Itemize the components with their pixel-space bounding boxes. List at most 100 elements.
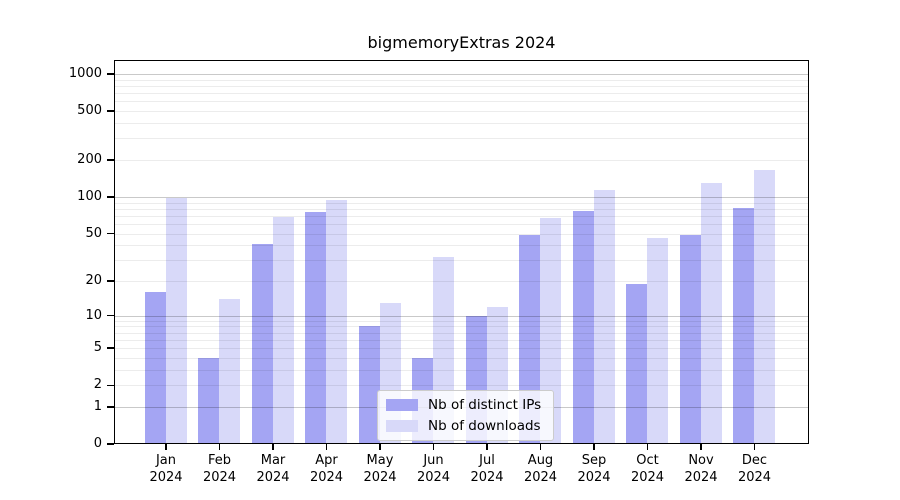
bar-downloads-mar — [272, 217, 294, 444]
bar-ips-feb — [198, 357, 219, 444]
bar-downloads-jan — [165, 198, 187, 444]
legend-item-downloads: Nb of downloads — [386, 418, 541, 434]
gridline-minor-60 — [114, 223, 809, 225]
x-tick-month-feb: Feb — [207, 453, 232, 468]
x-tick-label-aug: Aug 2024 — [509, 452, 573, 486]
bar-downloads-apr — [326, 199, 347, 444]
x-tick-year-may: 2024 — [363, 470, 397, 485]
y-tick-mark-10 — [107, 314, 114, 317]
y-tick-label-0: 0 — [93, 436, 102, 451]
x-tick-label-may: May 2024 — [348, 452, 412, 486]
gridline-major-1000 — [114, 74, 809, 75]
x-axis: Jan 2024 Feb 2024 Mar 2024 Apr 2024 May 2024 Jun 20… — [114, 60, 809, 485]
y-tick-label-1000: 1000 — [68, 66, 102, 81]
x-tick-year-oct: 2024 — [630, 470, 665, 485]
x-tick-year-jun: 2024 — [416, 470, 451, 485]
x-tick-label-mar: Mar 2024 — [241, 452, 305, 486]
gridline-minor-6 — [114, 339, 809, 341]
bar-ips-apr — [305, 212, 326, 444]
x-tick-year-apr: 2024 — [309, 470, 344, 485]
bar-downloads-oct — [647, 237, 668, 444]
x-tick-mark-may — [379, 444, 381, 450]
x-tick-year-mar: 2024 — [256, 470, 290, 485]
x-tick-label-jan: Jan 2024 — [134, 452, 198, 486]
bar-ips-jan — [144, 292, 166, 444]
legend: Nb of distinct IPs Nb of downloads — [377, 390, 555, 441]
legend-item-ips: Nb of distinct IPs — [386, 397, 541, 413]
y-tick-mark-500 — [107, 110, 114, 112]
gridline-minor-700 — [114, 93, 809, 95]
plot-area: 0 1 2 5 10 20 50 100 200 500 1000 Jan 2024 Feb 2024 Ma… — [69, 60, 809, 485]
x-tick-label-apr: Apr 2024 — [295, 452, 359, 486]
x-tick-month-nov: Nov — [688, 453, 714, 468]
x-tick-mark-jul — [486, 444, 488, 450]
x-tick-mark-feb — [218, 444, 221, 450]
x-tick-year-jan: 2024 — [149, 470, 183, 485]
y-tick-label-200: 200 — [77, 152, 102, 167]
y-tick-label-100: 100 — [77, 188, 102, 204]
bar-ips-dec — [733, 208, 754, 444]
y-tick-label-5: 5 — [93, 340, 102, 356]
y-tick-label-10: 10 — [85, 307, 102, 323]
x-tick-month-mar: Mar — [260, 453, 286, 468]
y-tick-mark-200 — [107, 159, 114, 161]
legend-label-downloads: Nb of downloads — [428, 418, 541, 434]
gridline-minor-200 — [114, 160, 809, 161]
x-tick-year-nov: 2024 — [684, 470, 718, 485]
gridline-minor-3 — [114, 369, 809, 371]
x-tick-month-aug: Aug — [527, 453, 554, 468]
x-tick-mark-jun — [432, 444, 435, 450]
y-tick-label-2: 2 — [93, 377, 102, 393]
gridline-minor-800 — [114, 86, 809, 87]
x-tick-mark-mar — [272, 444, 274, 450]
gridline-major-100 — [114, 196, 809, 198]
x-tick-label-jul: Jul 2024 — [455, 452, 519, 486]
y-axis: 0 1 2 5 10 20 50 100 200 500 1000 — [69, 60, 809, 451]
x-tick-year-feb: 2024 — [202, 470, 237, 485]
y-tick-label-1: 1 — [93, 398, 102, 414]
bar-downloads-dec — [754, 169, 775, 444]
x-tick-month-oct: Oct — [636, 453, 659, 468]
y-tick-mark-20 — [107, 280, 114, 282]
gridline-major-10 — [114, 315, 809, 317]
x-tick-mark-jan — [165, 444, 167, 450]
gridline-minor-70 — [114, 215, 809, 217]
gridline-minor-20 — [114, 281, 809, 282]
x-tick-month-sep: Sep — [581, 453, 607, 468]
x-tick-mark-oct — [646, 444, 649, 450]
x-tick-label-nov: Nov 2024 — [669, 452, 733, 486]
x-tick-year-jul: 2024 — [470, 470, 504, 485]
legend-swatch-ips — [386, 399, 418, 411]
x-tick-mark-aug — [539, 444, 542, 450]
y-tick-mark-100 — [107, 196, 114, 198]
x-tick-label-feb: Feb 2024 — [188, 452, 252, 486]
y-tick-mark-50 — [107, 232, 114, 235]
x-tick-month-apr: Apr — [315, 453, 338, 468]
gridline-minor-900 — [114, 79, 809, 81]
x-tick-month-jan: Jan — [155, 453, 177, 468]
gridline-minor-7 — [114, 332, 809, 334]
gridline-minor-2 — [114, 385, 809, 387]
gridline-minor-8 — [114, 326, 809, 328]
bar-downloads-aug — [540, 218, 561, 444]
gridline-minor-4 — [114, 357, 809, 359]
legend-label-ips: Nb of distinct IPs — [428, 397, 542, 413]
gridline-minor-400 — [114, 123, 809, 124]
y-tick-label-50: 50 — [85, 225, 102, 241]
y-tick-mark-1 — [107, 406, 114, 408]
bar-ips-sep — [572, 210, 594, 444]
x-tick-label-oct: Oct 2024 — [616, 452, 680, 486]
bar-ips-mar — [251, 243, 273, 444]
x-tick-month-jul: Jul — [479, 453, 495, 468]
gridline-minor-50 — [114, 233, 809, 235]
bar-ips-oct — [626, 283, 647, 444]
y-tick-mark-2 — [107, 384, 114, 386]
bar-ips-may — [358, 326, 380, 444]
gridline-minor-40 — [114, 245, 809, 247]
x-tick-year-aug: 2024 — [523, 470, 558, 485]
x-tick-label-sep: Sep 2024 — [562, 452, 626, 486]
x-tick-mark-sep — [593, 444, 595, 450]
y-tick-mark-1000 — [107, 73, 114, 75]
x-tick-mark-nov — [700, 444, 702, 450]
